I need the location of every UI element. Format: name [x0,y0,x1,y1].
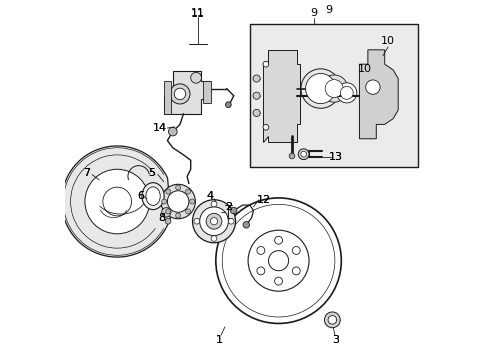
Circle shape [215,198,341,323]
Circle shape [274,236,282,244]
Circle shape [256,267,264,275]
Polygon shape [359,50,397,139]
Circle shape [161,184,195,219]
Circle shape [169,84,190,104]
Circle shape [162,199,166,204]
Text: 11: 11 [190,8,204,18]
Text: 11: 11 [190,9,204,19]
Circle shape [165,209,170,214]
Circle shape [162,208,171,217]
Circle shape [175,213,180,218]
Circle shape [324,312,340,328]
Circle shape [199,207,228,235]
Text: 3: 3 [332,334,339,345]
Text: 5: 5 [147,168,154,178]
Circle shape [190,72,201,83]
Text: 8: 8 [158,213,165,222]
Circle shape [211,201,217,207]
Circle shape [305,73,335,104]
Ellipse shape [142,183,164,210]
Circle shape [211,235,217,241]
Circle shape [340,86,352,99]
Circle shape [263,125,268,130]
Circle shape [185,189,190,194]
Circle shape [225,102,231,108]
Text: 3: 3 [332,334,339,345]
Text: 14: 14 [153,123,167,133]
Text: 6: 6 [137,191,143,201]
Circle shape [168,127,177,136]
Circle shape [230,207,237,214]
Text: 7: 7 [83,168,90,178]
Circle shape [256,247,264,255]
Circle shape [192,200,235,243]
Text: 2: 2 [224,202,231,212]
Circle shape [288,153,294,159]
Circle shape [263,61,268,67]
Text: 10: 10 [357,64,371,74]
Circle shape [167,191,188,212]
Polygon shape [263,50,300,141]
Circle shape [292,267,300,275]
Circle shape [252,109,260,117]
Circle shape [210,218,217,225]
Circle shape [206,213,222,229]
Circle shape [298,149,308,159]
Circle shape [247,230,308,291]
Bar [249,24,418,167]
Text: 5: 5 [147,168,154,178]
Circle shape [175,185,180,190]
Text: 10: 10 [380,36,394,46]
Text: 4: 4 [206,191,214,201]
Text: 4: 4 [206,191,214,201]
Circle shape [165,219,171,224]
Circle shape [325,80,343,98]
Text: 9: 9 [325,5,332,15]
Text: 8: 8 [158,213,165,222]
Text: 9: 9 [310,8,317,18]
Text: 14: 14 [153,123,167,133]
Text: 2: 2 [224,202,231,212]
Circle shape [222,204,334,317]
Circle shape [320,75,347,102]
Polygon shape [61,146,170,257]
Polygon shape [163,71,210,114]
Circle shape [268,251,288,271]
Circle shape [336,83,356,103]
Text: 12: 12 [257,195,271,205]
Circle shape [243,222,249,228]
Text: 6: 6 [137,191,143,201]
Circle shape [300,151,306,157]
Bar [203,81,211,103]
Text: 1: 1 [216,334,223,345]
Circle shape [189,199,194,204]
Circle shape [102,187,131,216]
Circle shape [174,88,185,100]
Circle shape [228,219,234,224]
Text: 7: 7 [83,168,90,178]
Circle shape [85,169,149,234]
Circle shape [327,316,336,324]
Circle shape [292,247,300,255]
Circle shape [252,92,260,99]
Text: 13: 13 [328,152,342,162]
Circle shape [165,189,170,194]
Text: 1: 1 [216,334,223,345]
Circle shape [274,277,282,285]
Circle shape [185,209,190,214]
Text: 12: 12 [257,195,271,205]
Circle shape [194,219,199,224]
Circle shape [252,75,260,82]
Ellipse shape [145,187,160,206]
Circle shape [300,69,340,108]
Text: 13: 13 [328,152,342,162]
Bar [163,81,171,114]
Circle shape [365,80,379,94]
